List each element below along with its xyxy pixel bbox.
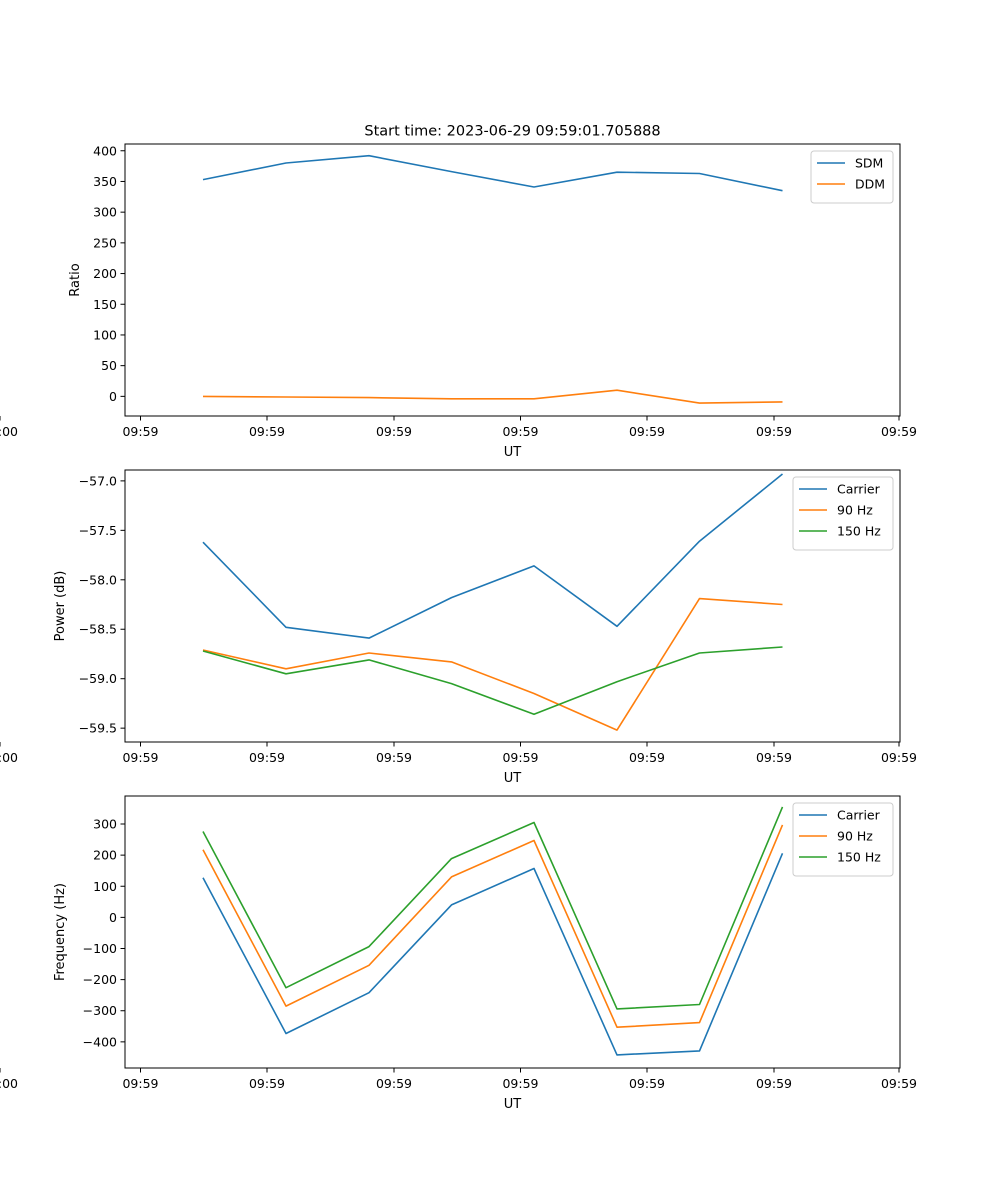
y-tick-label: −100 <box>83 941 117 956</box>
x-tick-label: 10:00 <box>0 424 18 439</box>
x-tick-label: 09:59 <box>629 424 665 439</box>
y-tick-label: −57.0 <box>79 473 117 488</box>
legend-label: Carrier <box>837 482 881 497</box>
legend-label: SDM <box>855 156 883 171</box>
y-tick-label: −59.0 <box>79 671 117 686</box>
y-tick-label: −57.5 <box>79 523 117 538</box>
x-tick-label: 09:59 <box>756 750 792 765</box>
legend-label: 150 Hz <box>837 850 881 865</box>
series-line-90-hz <box>202 824 784 1028</box>
x-tick-label: 09:59 <box>249 424 285 439</box>
y-tick-label: −58.5 <box>79 622 117 637</box>
y-tick-label: −400 <box>83 1034 117 1049</box>
series-line-ddm <box>202 389 783 404</box>
x-tick-label: 09:59 <box>881 1076 917 1091</box>
legend-label: 90 Hz <box>837 829 873 844</box>
x-tick-label: 09:59 <box>629 1076 665 1091</box>
x-tick-label: 09:59 <box>249 1076 285 1091</box>
x-tick-label: 09:59 <box>756 424 792 439</box>
y-tick-label: 50 <box>101 358 117 373</box>
x-axis-label: UT <box>504 1097 522 1112</box>
ratio-panel: 09:59 09:59 09:59 09:59 09:59 09:59 09:59 10:00… <box>0 143 917 460</box>
y-tick-label: 350 <box>93 174 117 189</box>
y-tick-label: 100 <box>93 327 117 342</box>
x-tick-label: 09:59 <box>881 750 917 765</box>
axes-frame <box>124 795 901 1069</box>
figure-title: Start time: 2023-06-29 09:59:01.705888 <box>364 124 660 140</box>
series-line-carrier <box>202 852 784 1056</box>
x-axis-label: UT <box>504 771 522 786</box>
x-tick-label: 09:59 <box>122 1076 158 1091</box>
x-axis-label: UT <box>504 445 522 460</box>
x-tick-label: 09:59 <box>249 750 285 765</box>
x-tick-label: 09:59 <box>881 424 917 439</box>
y-tick-label: 300 <box>93 817 117 832</box>
y-tick-label: 250 <box>93 235 117 250</box>
y-tick-label: −58.0 <box>79 572 117 587</box>
y-tick-label: 200 <box>93 848 117 863</box>
x-tick-label: 09:59 <box>376 1076 412 1091</box>
y-tick-label: 150 <box>93 297 117 312</box>
y-axis-label: Power (dB) <box>53 571 68 642</box>
x-tick-label: 09:59 <box>122 424 158 439</box>
y-tick-label: 0 <box>109 389 117 404</box>
legend-label: 90 Hz <box>837 503 873 518</box>
y-tick-label: 0 <box>109 910 117 925</box>
series-line-150-hz <box>202 806 784 1010</box>
frequency-panel: 09:59 09:59 09:59 09:59 09:59 09:59 09:59 10:00… <box>0 795 917 1112</box>
x-tick-label: 09:59 <box>376 750 412 765</box>
y-tick-label: −59.5 <box>79 721 117 736</box>
x-tick-label: 09:59 <box>502 750 538 765</box>
series-line-carrier <box>202 473 784 639</box>
y-tick-label: 100 <box>93 879 117 894</box>
legend-label: Carrier <box>837 808 881 823</box>
legend-label: 150 Hz <box>837 524 881 539</box>
y-tick-label: −300 <box>83 1003 117 1018</box>
y-tick-label: 400 <box>93 143 117 158</box>
legend-box <box>810 150 894 204</box>
y-axis-label: Ratio <box>68 263 83 296</box>
legend-label: DDM <box>855 177 885 192</box>
x-tick-label: 09:59 <box>502 1076 538 1091</box>
axes-frame <box>124 469 901 743</box>
y-tick-label: −200 <box>83 972 117 987</box>
x-tick-label: 09:59 <box>122 750 158 765</box>
y-axis-label: Frequency (Hz) <box>53 883 68 981</box>
series-line-sdm <box>202 154 783 192</box>
y-tick-label: 300 <box>93 205 117 220</box>
power-panel: 09:59 09:59 09:59 09:59 09:59 09:59 09:59 10:00… <box>0 469 917 786</box>
x-tick-label: 10:00 <box>0 750 18 765</box>
x-tick-label: 10:00 <box>0 1076 18 1091</box>
axes-frame <box>124 143 901 417</box>
x-tick-label: 09:59 <box>376 424 412 439</box>
x-tick-label: 09:59 <box>502 424 538 439</box>
series-line-90-hz <box>202 597 783 731</box>
y-tick-label: 200 <box>93 266 117 281</box>
x-tick-label: 09:59 <box>629 750 665 765</box>
series-line-150-hz <box>202 646 783 716</box>
x-tick-label: 09:59 <box>756 1076 792 1091</box>
